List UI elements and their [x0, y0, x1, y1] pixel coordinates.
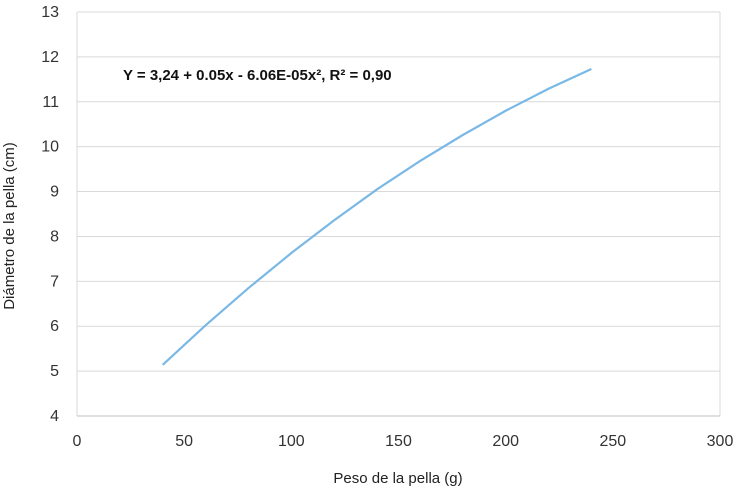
y-tick-label: 13 — [41, 4, 59, 21]
trendline-equation: Y = 3,24 + 0.05x - 6.06E-05x², R² = 0,90 — [123, 67, 392, 84]
y-tick-label: 5 — [50, 363, 59, 380]
x-tick-labels: 0 50 100 150 200 250 300 — [73, 433, 734, 450]
y-tick-label: 10 — [41, 139, 59, 156]
x-tick-label: 50 — [175, 433, 193, 450]
x-tick-label: 250 — [599, 433, 626, 450]
x-tick-label: 100 — [278, 433, 305, 450]
x-axis-label: Peso de la pella (g) — [333, 470, 462, 487]
y-tick-label: 8 — [50, 228, 59, 245]
y-tick-label: 9 — [50, 184, 59, 201]
y-tick-label: 12 — [41, 49, 59, 66]
x-tick-label: 150 — [385, 433, 412, 450]
x-tick-label: 200 — [492, 433, 519, 450]
gridlines — [76, 11, 721, 416]
series — [161, 68, 592, 366]
y-tick-label: 4 — [50, 408, 59, 425]
y-tick-label: 11 — [42, 94, 59, 111]
x-tick-label: 0 — [73, 433, 82, 450]
y-tick-labels: 4 5 6 7 8 9 10 11 12 13 — [41, 4, 59, 425]
y-axis-label: Diámetro de la pella (cm) — [1, 142, 18, 310]
y-tick-label: 7 — [50, 273, 59, 290]
series-line-0 — [161, 68, 592, 366]
y-tick-label: 6 — [50, 318, 59, 335]
x-tick-label: 300 — [707, 433, 734, 450]
